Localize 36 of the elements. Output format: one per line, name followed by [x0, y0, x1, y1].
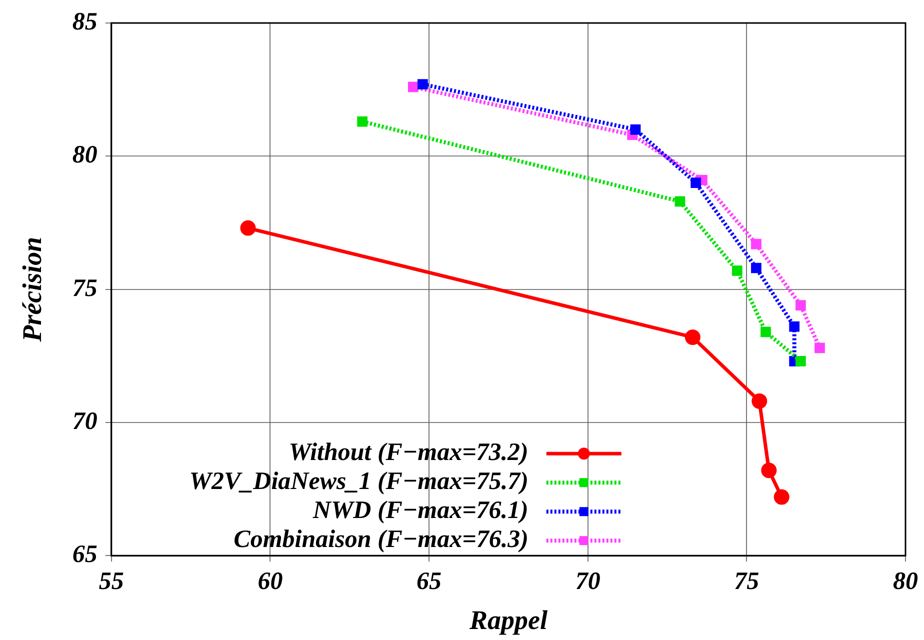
point	[408, 82, 418, 92]
y-tick-label: 70	[72, 408, 98, 435]
x-tick-label: 60	[258, 568, 284, 596]
point	[789, 321, 800, 332]
y-tick-label: 65	[72, 541, 98, 568]
point	[732, 265, 742, 276]
x-tick-label: 75	[734, 568, 760, 596]
x-tick-label: 70	[575, 568, 601, 596]
y-axis-title: Précision	[17, 236, 48, 343]
y-tick-label: 80	[72, 142, 98, 169]
point	[752, 393, 768, 409]
x-tick-label: 80	[893, 568, 918, 596]
point	[630, 124, 641, 135]
x-tick-label: 65	[416, 568, 442, 596]
point	[690, 178, 702, 188]
y-tick-label: 85	[72, 8, 98, 36]
point	[795, 356, 806, 366]
legend-label: W2V_DiaNews_1 (F−max=75.7)	[189, 468, 528, 496]
point	[814, 342, 825, 354]
point	[795, 300, 806, 310]
legend-label: Without (F−max=73.2)	[288, 439, 528, 466]
x-tick-label: 55	[98, 568, 124, 596]
point	[357, 116, 368, 127]
point	[240, 220, 256, 236]
legend-label: Combinaison (F−max=76.3)	[234, 526, 528, 554]
point	[751, 238, 762, 250]
point	[760, 326, 771, 338]
legend-label: NWD (F−max=76.1)	[312, 497, 528, 524]
point	[418, 79, 428, 90]
point	[761, 462, 777, 478]
x-axis-title: Rappel	[468, 604, 548, 635]
y-tick-label: 75	[72, 274, 98, 302]
point	[751, 262, 762, 274]
point	[674, 196, 686, 207]
point	[684, 329, 700, 345]
point	[774, 489, 790, 505]
